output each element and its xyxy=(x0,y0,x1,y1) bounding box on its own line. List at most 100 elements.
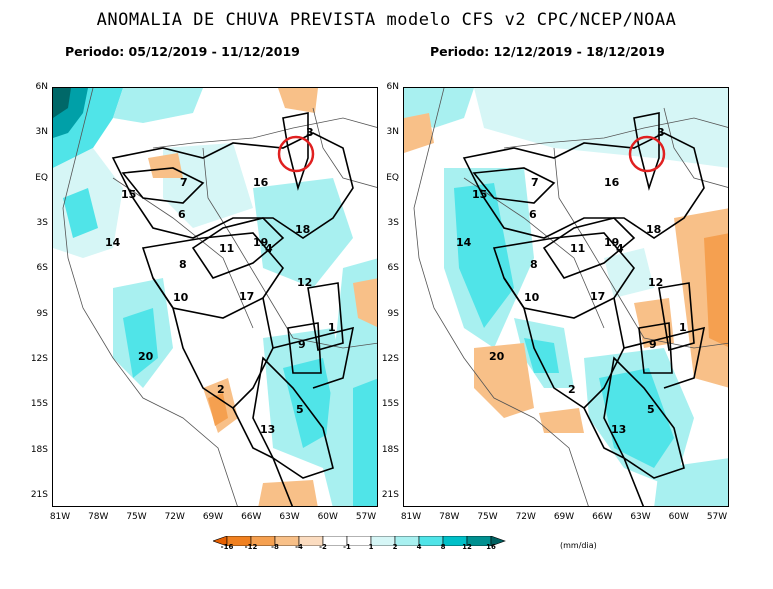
lon-tick-left: 66W xyxy=(241,512,262,522)
lon-tick-left: 75W xyxy=(126,512,147,522)
basin-13: 13 xyxy=(611,423,626,436)
colorbar-tick-label: -12 xyxy=(244,543,258,551)
basin-20: 20 xyxy=(138,350,154,363)
basin-4: 4 xyxy=(265,242,273,255)
basin-6: 6 xyxy=(178,208,186,221)
lat-tick-left: 3N xyxy=(35,127,48,138)
anomaly-fields xyxy=(404,88,728,506)
lon-tick-left: 63W xyxy=(279,512,300,522)
colorbar-tick-label: 2 xyxy=(392,543,398,551)
basin-labels: 3 7 16 15 6 18 14 11 19 4 8 12 10 17 1 9… xyxy=(105,126,336,436)
basin-12: 12 xyxy=(648,276,663,289)
lat-tick-right: 3N xyxy=(386,127,399,138)
lat-tick-left: 6N xyxy=(35,82,48,92)
lon-tick-left: 72W xyxy=(164,512,185,522)
map-left-svg: 3 7 16 15 6 18 14 11 19 4 8 12 10 17 1 9… xyxy=(53,88,377,506)
highlight-circle-right xyxy=(628,135,666,173)
colorbar-tick-label: -4 xyxy=(295,543,303,551)
basin-7: 7 xyxy=(180,176,188,189)
basin-12: 12 xyxy=(297,276,312,289)
lat-tick-right: 12S xyxy=(381,354,399,364)
lat-tick-right: 6N xyxy=(386,82,399,92)
lon-tick-left: 78W xyxy=(88,512,109,522)
lon-tick-right: 72W xyxy=(515,512,536,522)
basin-8: 8 xyxy=(530,258,538,271)
lon-tick-right: 75W xyxy=(477,512,498,522)
basin-1: 1 xyxy=(328,321,336,334)
basin-10: 10 xyxy=(524,291,540,304)
basin-10: 10 xyxy=(173,291,189,304)
basin-2: 2 xyxy=(568,383,576,396)
basin-7: 7 xyxy=(531,176,539,189)
lon-tick-left: 69W xyxy=(202,512,224,522)
basin-2: 2 xyxy=(217,383,225,396)
basin-14: 14 xyxy=(456,236,472,249)
colorbar-tick-label: 12 xyxy=(462,543,472,551)
lat-tick-left: 6S xyxy=(36,263,48,274)
basin-5: 5 xyxy=(296,403,304,416)
colorbar-tick-label: 8 xyxy=(440,543,446,551)
colorbar-tick-label: -8 xyxy=(271,543,279,551)
colorbar-segment xyxy=(490,536,506,546)
basin-3: 3 xyxy=(657,126,665,139)
anomaly-fields xyxy=(53,88,377,506)
lat-tick-right: 15S xyxy=(381,399,399,410)
colorbar-tick-label: 4 xyxy=(416,543,422,551)
colorbar-unit: (mm/dia) xyxy=(560,541,597,550)
basin-11: 11 xyxy=(219,242,234,255)
highlight-circle-left xyxy=(277,135,315,173)
map-panel-right: 3 7 16 15 6 18 14 11 19 4 8 12 10 17 1 9… xyxy=(403,87,729,507)
colorbar-tick-label: -16 xyxy=(220,543,234,551)
lat-tick-left: 18S xyxy=(30,444,48,455)
basin-5: 5 xyxy=(647,403,655,416)
lat-tick-left: EQ xyxy=(35,172,48,183)
colorbar-tick-label: -1 xyxy=(343,543,351,551)
basin-1: 1 xyxy=(679,321,687,334)
colorbar xyxy=(213,536,506,546)
basin-13: 13 xyxy=(260,423,275,436)
basin-15: 15 xyxy=(472,188,487,201)
map-panel-left: 3 7 16 15 6 18 14 11 19 4 8 12 10 17 1 9… xyxy=(52,87,378,507)
page-title: ANOMALIA DE CHUVA PREVISTA modelo CFS v2… xyxy=(96,10,677,30)
lat-tick-left: 3S xyxy=(36,218,48,228)
lat-tick-left: 15S xyxy=(30,399,48,410)
lat-tick-left: 12S xyxy=(30,354,48,364)
lon-tick-right: 60W xyxy=(668,512,689,522)
lat-tick-right: 18S xyxy=(381,444,399,455)
basin-17: 17 xyxy=(239,290,254,303)
basin-9: 9 xyxy=(298,338,306,351)
basin-18: 18 xyxy=(646,223,661,236)
basin-boundaries xyxy=(462,112,706,506)
basin-19: 19 xyxy=(253,236,268,249)
basin-16: 16 xyxy=(604,176,620,189)
colorbar-tick-label: 1 xyxy=(368,543,374,551)
lon-tick-right: 69W xyxy=(553,512,575,522)
colorbar-tick-label: -2 xyxy=(319,543,327,551)
basin-3: 3 xyxy=(306,126,314,139)
basin-8: 8 xyxy=(179,258,187,271)
lon-tick-left: 81W xyxy=(49,512,71,522)
basin-labels: 3 7 16 15 6 18 14 11 19 4 8 12 10 17 1 9… xyxy=(456,126,687,436)
basin-14: 14 xyxy=(105,236,121,249)
basin-18: 18 xyxy=(295,223,310,236)
lat-tick-right: 3S xyxy=(387,218,399,228)
lat-tick-left: 9S xyxy=(36,308,48,319)
lat-tick-left: 21S xyxy=(30,490,48,500)
lon-tick-left: 60W xyxy=(317,512,338,522)
lat-tick-right: 6S xyxy=(387,263,399,274)
lon-tick-left: 57W xyxy=(355,512,377,522)
map-right-svg: 3 7 16 15 6 18 14 11 19 4 8 12 10 17 1 9… xyxy=(404,88,728,506)
lon-tick-right: 63W xyxy=(630,512,651,522)
basin-4: 4 xyxy=(616,242,624,255)
lat-tick-right: 9S xyxy=(387,308,399,319)
basin-19: 19 xyxy=(604,236,619,249)
basin-16: 16 xyxy=(253,176,269,189)
basin-20: 20 xyxy=(489,350,505,363)
colorbar-tick-label: 16 xyxy=(486,543,496,551)
basin-9: 9 xyxy=(649,338,657,351)
lon-tick-right: 66W xyxy=(592,512,613,522)
basin-boundaries xyxy=(111,112,355,506)
lon-tick-right: 81W xyxy=(400,512,422,522)
basin-11: 11 xyxy=(570,242,585,255)
